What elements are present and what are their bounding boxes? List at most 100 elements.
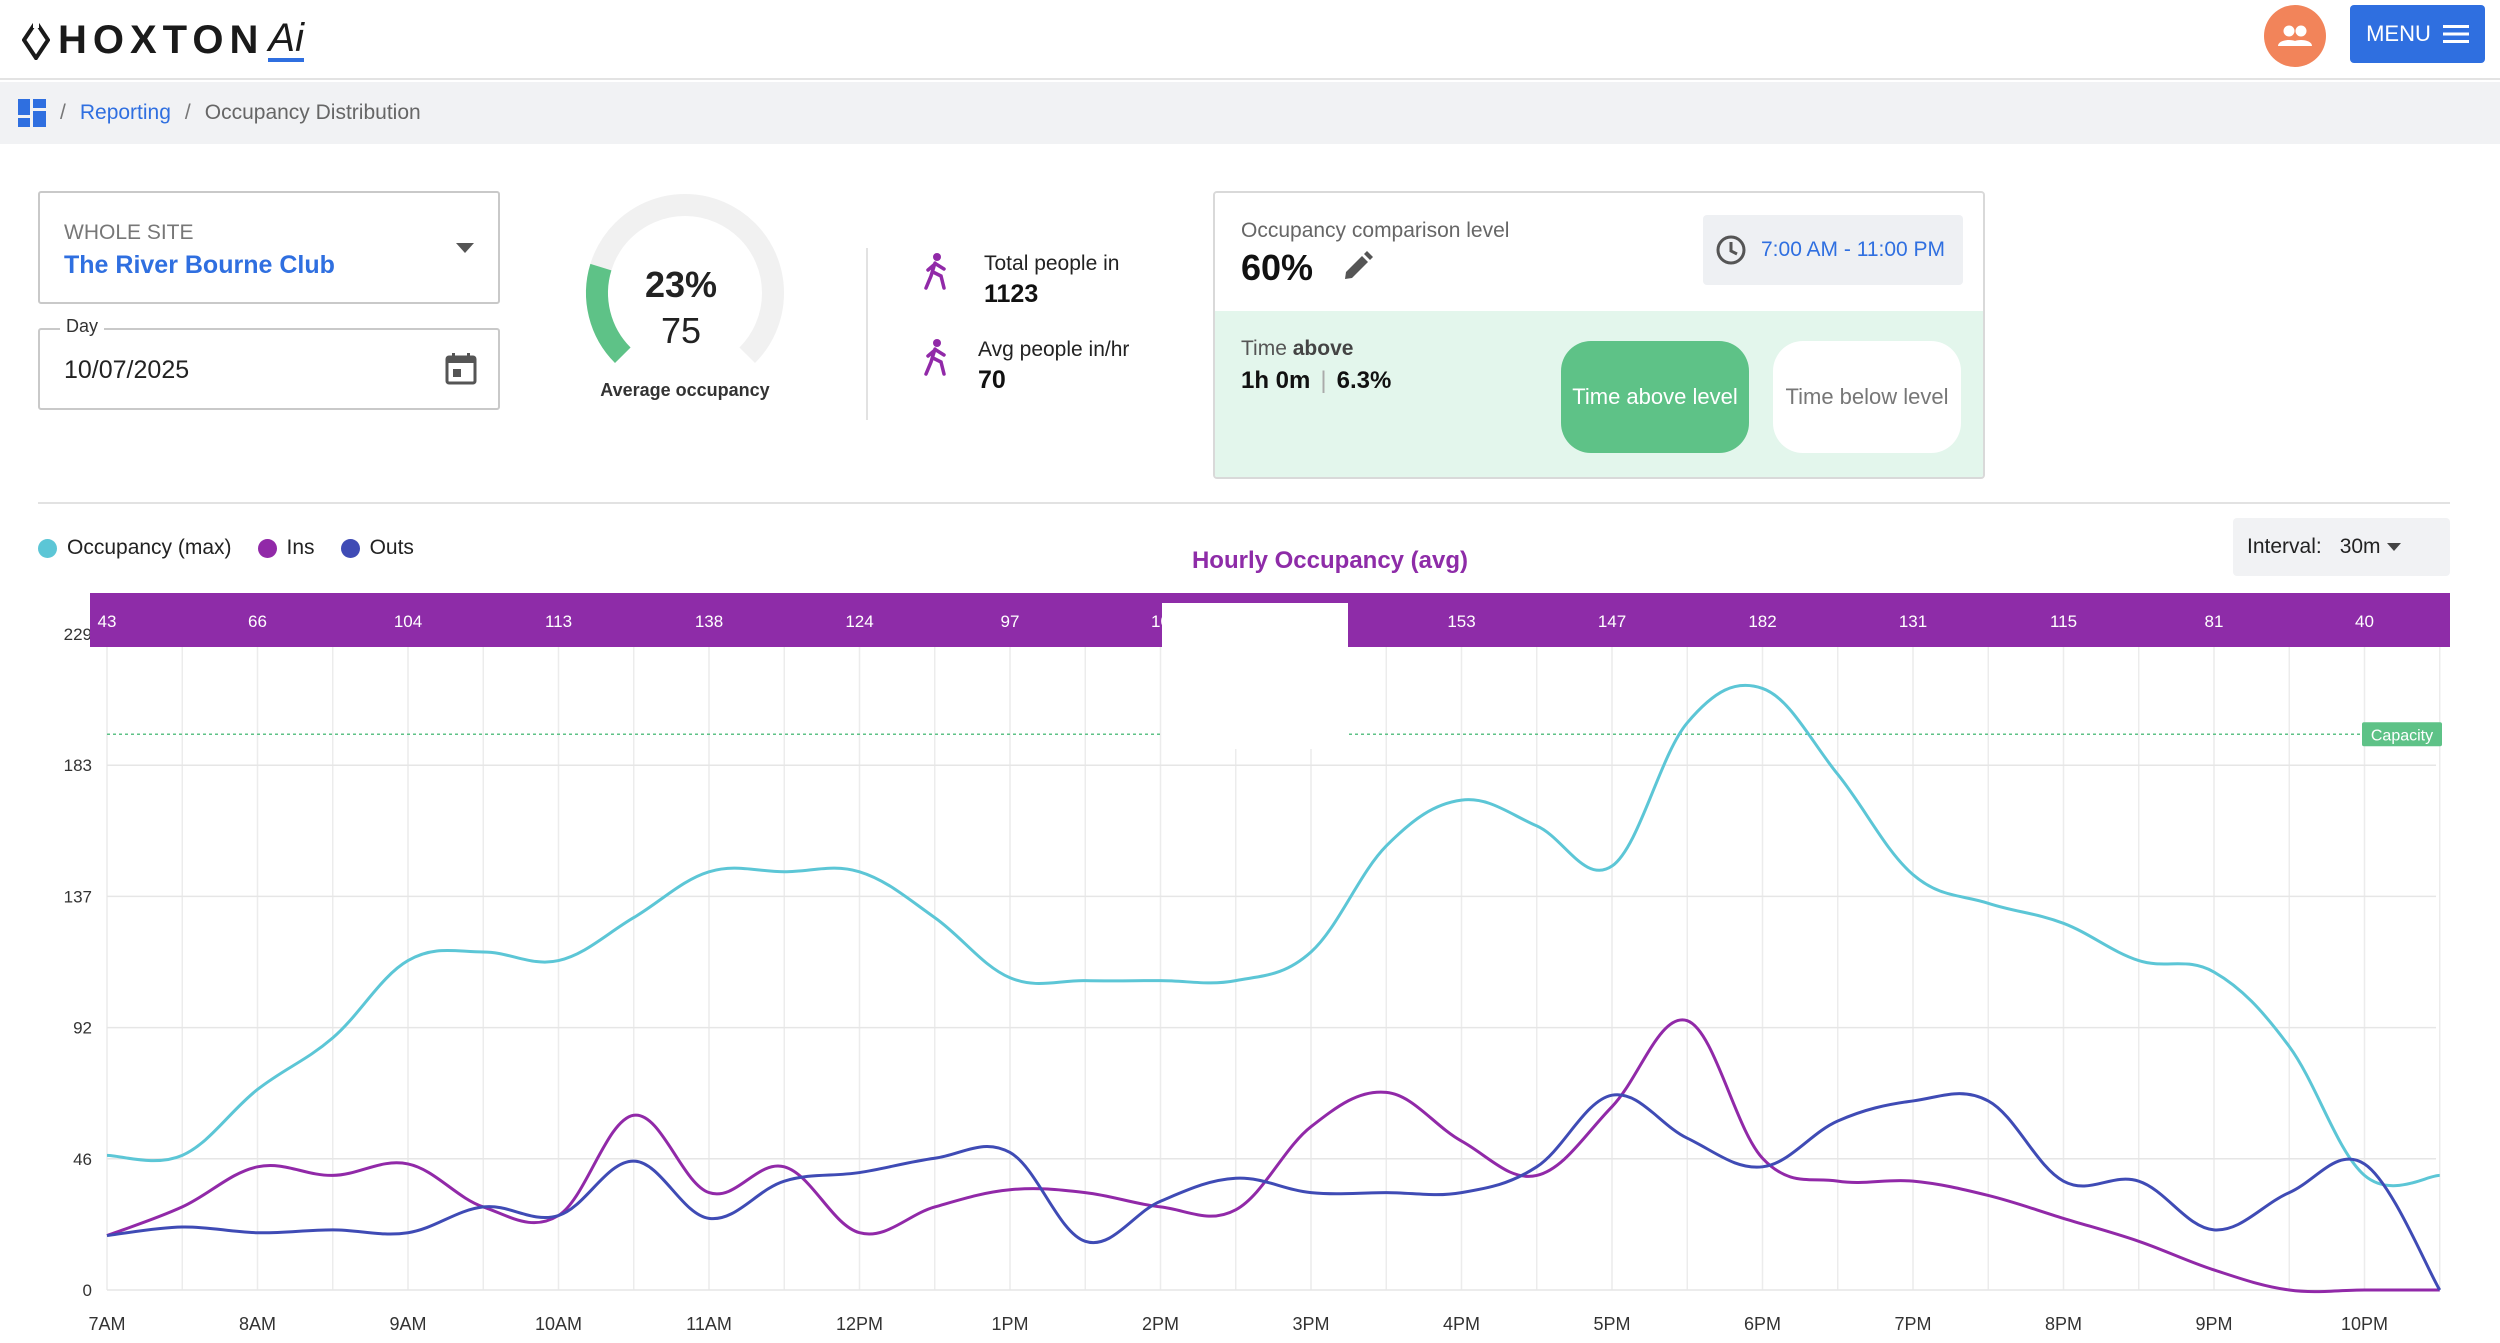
gauge-value: 75 [660, 310, 702, 351]
hourly-average-label: 81 [2205, 612, 2224, 631]
hourly-average-label: 153 [1447, 612, 1475, 631]
hourly-average-label: 124 [845, 612, 873, 631]
x-tick-label: 11AM [686, 1314, 732, 1334]
legend-occupancy[interactable]: Occupancy (max) [38, 536, 232, 560]
day-field-value: 10/07/2025 [64, 356, 190, 384]
hourly-average-label: 43 [98, 612, 117, 631]
walking-person-icon [924, 253, 946, 290]
breadcrumb: / Reporting / Occupancy Distribution [0, 82, 2500, 144]
avg-people-label: Avg people in/hr [978, 338, 1130, 361]
legend-ins[interactable]: Ins [257, 536, 315, 560]
section-divider [38, 502, 2450, 504]
logo-suffix: Ai [268, 16, 304, 62]
gauge-fill [586, 263, 631, 363]
avg-people-stat: Avg people in/hr 70 [920, 338, 1129, 395]
y-tick-label: 92 [73, 1019, 92, 1038]
hourly-average-label: 113 [545, 612, 572, 631]
logo[interactable]: HOXTON Ai [22, 14, 304, 66]
clock-icon [1716, 235, 1746, 265]
day-date-field[interactable]: Day 10/07/2025 [38, 316, 500, 410]
time-above-panel: Time above 1h 0m | 6.3% Time above level T… [1215, 311, 1983, 477]
chart-title: Hourly Occupancy (avg) [1191, 547, 1469, 574]
series-line-occupancy [106, 683, 2440, 1188]
day-field-label: Day [60, 316, 105, 337]
comparison-level-label: Occupancy comparison level [1241, 219, 1510, 242]
comparison-level-value: 60% [1241, 247, 1314, 288]
tooltip-box [1162, 603, 1348, 749]
x-tick-label: 9AM [389, 1314, 426, 1334]
breadcrumb-separator: / [60, 101, 66, 124]
breadcrumb-reporting-link[interactable]: Reporting [79, 101, 171, 124]
hamburger-icon [2442, 25, 2469, 43]
x-tick-label: 6PM [1744, 1314, 1781, 1334]
capacity-badge [2362, 722, 2442, 747]
series-line-outs [106, 1092, 2442, 1291]
x-tick-label: 7AM [88, 1314, 125, 1334]
x-tick-label: 4PM [1443, 1314, 1480, 1334]
total-people-stat: Total people in 1123 [920, 252, 1119, 309]
x-tick-label: 2PM [1142, 1314, 1179, 1334]
edit-pencil-icon[interactable] [1341, 251, 1373, 283]
chart-legend: Occupancy (max) Ins Outs [38, 536, 414, 560]
x-tick-label: 8AM [239, 1314, 276, 1334]
walking-person-icon [924, 339, 946, 376]
time-below-level-button[interactable]: Time below level [1773, 341, 1961, 453]
time-range-button[interactable]: 7:00 AM - 11:00 PM [1703, 215, 1963, 285]
x-tick-label: 8PM [2045, 1314, 2082, 1334]
gauge-percent: 23% [645, 264, 718, 305]
interval-value: 30m [2339, 535, 2381, 558]
interval-label: Interval: [2247, 535, 2322, 558]
series-line-ins [106, 1018, 2440, 1294]
legend-outs[interactable]: Outs [340, 536, 414, 560]
menu-button[interactable]: MENU [2350, 5, 2485, 63]
total-people-value: 1123 [984, 280, 1039, 308]
y-tick-label: 137 [64, 887, 92, 906]
site-select[interactable]: WHOLE SITE The River Bourne Club [38, 191, 500, 304]
y-tick-label: 46 [73, 1150, 92, 1169]
hourly-average-label: 115 [2050, 612, 2077, 631]
hourly-average-label: 104 [394, 612, 422, 631]
chevron-down-icon [2386, 543, 2401, 551]
x-tick-label: 9PM [2195, 1314, 2232, 1334]
menu-label: MENU [2366, 21, 2431, 46]
x-tick-label: 3PM [1292, 1314, 1329, 1334]
hourly-average-label: 138 [695, 612, 723, 631]
user-avatar-button[interactable] [2264, 5, 2326, 67]
interval-select[interactable]: Interval: 30m [2233, 518, 2450, 576]
users-icon [2278, 25, 2312, 46]
x-tick-label: 7PM [1894, 1314, 1931, 1334]
x-tick-label: 10AM [535, 1314, 582, 1334]
time-range-value: 7:00 AM - 11:00 PM [1761, 238, 1946, 261]
site-select-value: The River Bourne Club [64, 251, 335, 279]
calendar-icon[interactable] [444, 352, 478, 386]
breadcrumb-separator: / [184, 101, 191, 124]
capacity-label: Capacity [2371, 727, 2433, 744]
y-tick-label: 0 [83, 1281, 92, 1300]
x-tick-label: 12PM [836, 1314, 883, 1334]
time-above-level-button[interactable]: Time above level [1561, 341, 1749, 453]
gauge-caption: Average occupancy [600, 380, 770, 400]
hoxton-logo-icon [22, 20, 50, 60]
hourly-average-label: 97 [1001, 612, 1020, 631]
logo-text: HOXTON [58, 17, 265, 62]
breadcrumb-current: Occupancy Distribution [204, 101, 421, 124]
x-tick-label: 5PM [1593, 1314, 1630, 1334]
hourly-average-label: 131 [1899, 612, 1927, 631]
occupancy-line-chart: 0 46 92 137 183 229 7AM 8AM 9AM 10AM 11AM 12PM 1PM 2P… [64, 593, 2450, 1334]
chevron-down-icon [456, 243, 474, 253]
divider [866, 248, 868, 420]
average-occupancy-gauge [586, 194, 784, 363]
hourly-average-label: 40 [2355, 612, 2374, 631]
total-people-label: Total people in [984, 252, 1120, 275]
avg-people-value: 70 [978, 366, 1006, 394]
y-tick-label: 229 [64, 625, 92, 644]
dashboard-icon[interactable] [18, 99, 46, 127]
top-bar: HOXTON Ai MENU [0, 0, 2500, 80]
site-select-label: WHOLE SITE [64, 221, 194, 244]
time-above-label: Time above [1241, 337, 1354, 360]
x-tick-label: 10PM [2341, 1314, 2388, 1334]
hourly-average-label: 182 [1748, 612, 1776, 631]
x-tick-label: 1PM [991, 1314, 1028, 1334]
occupancy-comparison-card: Occupancy comparison level 60% 7:00 AM -… [1213, 191, 1985, 479]
time-above-value: 1h 0m | 6.3% [1241, 367, 1392, 394]
